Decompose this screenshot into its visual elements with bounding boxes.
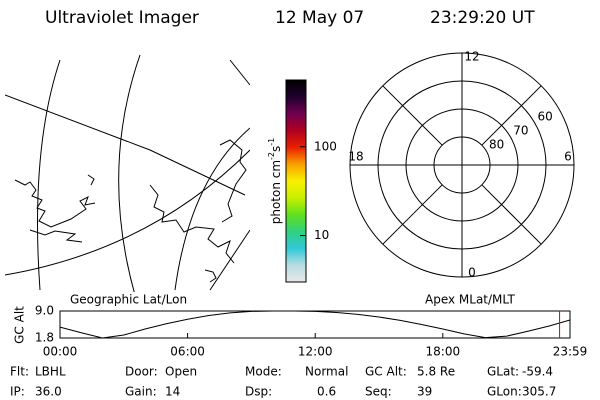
info-label: GLon: [487, 385, 522, 399]
label-text: photon cm [269, 160, 283, 224]
altitude-line [59, 310, 571, 339]
info-label: Flt: [10, 365, 29, 379]
info-value: -59.4 [522, 365, 553, 379]
map-label: Geographic Lat/Lon [70, 293, 187, 307]
mlt-label: 18 [348, 150, 363, 164]
time: 23:29:20 UT [430, 8, 535, 28]
x-tick-label: 12:00 [298, 345, 333, 359]
mlt-label: 12 [464, 50, 479, 64]
colorbar-label: photon cm-2s-1 [267, 138, 283, 225]
polar-grid: 60 70 80 0 6 12 18 [348, 50, 575, 280]
diagonal-line [382, 85, 443, 146]
colorbar: photon cm-2s-1 10 100 [267, 79, 337, 283]
polar-label: Apex MLat/MLT [425, 293, 515, 307]
info-label: Seq: [365, 385, 392, 399]
lat-label: 70 [513, 124, 528, 138]
info-panel: Flt: LBHL Door: Open Mode: Normal GC Alt: 5.8 R… [10, 365, 556, 399]
y-tick-label: 1.8 [35, 331, 54, 345]
info-value: 14 [165, 385, 180, 399]
colorbar-tick-label: 10 [314, 228, 329, 242]
diagonal-line [481, 184, 542, 245]
lat-label: 60 [537, 110, 552, 124]
label-exponent: -2 [267, 152, 276, 160]
lat-label: 80 [489, 138, 504, 152]
info-value: 0.6 [317, 385, 336, 399]
info-label: GC Alt: [365, 365, 407, 379]
x-tick-label: 18:00 [426, 345, 461, 359]
info-value: Normal [305, 365, 348, 379]
info-value: LBHL [35, 365, 66, 379]
y-axis-label: GC Alt [13, 306, 27, 344]
info-value: Open [165, 365, 197, 379]
label-text: s [269, 146, 283, 152]
x-tick-label: 06:00 [170, 345, 205, 359]
info-label: Mode: [245, 365, 282, 379]
title: Ultraviolet Imager [45, 8, 199, 28]
info-label: GLat: [487, 365, 519, 379]
label-exponent: -1 [267, 138, 276, 146]
diagonal-line [382, 184, 443, 245]
info-label: Dsp: [245, 385, 272, 399]
mlt-label: 0 [468, 266, 476, 280]
mlt-label: 6 [564, 150, 572, 164]
info-label: Gain: [125, 385, 157, 399]
colorbar-scale [285, 79, 307, 283]
diagonal-line [481, 85, 542, 146]
x-tick-label: 00:00 [43, 345, 78, 359]
x-tick-label: 23:59 [553, 345, 588, 359]
info-label: IP: [10, 385, 25, 399]
info-value: 39 [417, 385, 432, 399]
colorbar-tick-label: 100 [314, 139, 337, 153]
info-label: Door: [125, 365, 158, 379]
info-value: 5.8 Re [417, 365, 455, 379]
info-value: 36.0 [35, 385, 62, 399]
geographic-map: Geographic Lat/Lon [5, 54, 250, 307]
info-value: 305.7 [522, 385, 556, 399]
y-tick-label: 9.0 [35, 304, 54, 318]
altitude-chart: GC Alt 9.0 1.800:00 06:00 12:00 18:00 23:59 [13, 304, 588, 359]
date: 12 May 07 [275, 8, 364, 28]
